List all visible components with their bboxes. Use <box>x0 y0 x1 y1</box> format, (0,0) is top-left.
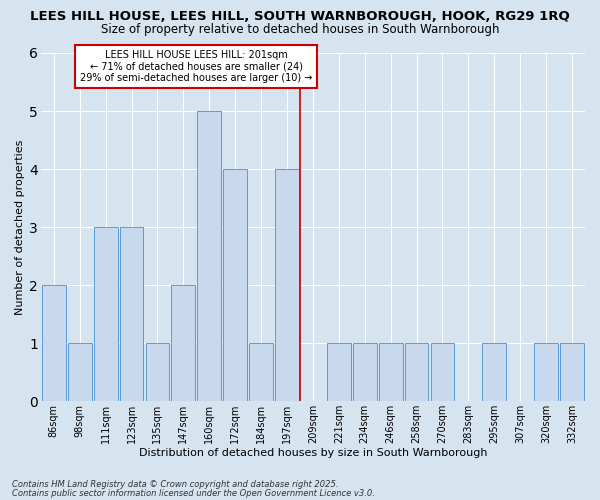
Bar <box>404 343 428 401</box>
Text: Contains public sector information licensed under the Open Government Licence v3: Contains public sector information licen… <box>12 489 375 498</box>
Bar <box>431 343 454 401</box>
Bar <box>560 343 584 401</box>
Bar <box>172 285 195 401</box>
Text: Contains HM Land Registry data © Crown copyright and database right 2025.: Contains HM Land Registry data © Crown c… <box>12 480 338 489</box>
Bar <box>353 343 377 401</box>
Bar <box>327 343 351 401</box>
Bar <box>146 343 169 401</box>
Bar <box>94 227 118 401</box>
X-axis label: Distribution of detached houses by size in South Warnborough: Distribution of detached houses by size … <box>139 448 487 458</box>
Text: Size of property relative to detached houses in South Warnborough: Size of property relative to detached ho… <box>101 22 499 36</box>
Text: LEES HILL HOUSE LEES HILL: 201sqm
← 71% of detached houses are smaller (24)
29% : LEES HILL HOUSE LEES HILL: 201sqm ← 71% … <box>80 50 313 84</box>
Bar <box>119 227 143 401</box>
Bar <box>379 343 403 401</box>
Bar <box>223 169 247 401</box>
Bar <box>482 343 506 401</box>
Y-axis label: Number of detached properties: Number of detached properties <box>15 140 25 315</box>
Text: LEES HILL HOUSE, LEES HILL, SOUTH WARNBOROUGH, HOOK, RG29 1RQ: LEES HILL HOUSE, LEES HILL, SOUTH WARNBO… <box>30 10 570 23</box>
Bar <box>197 111 221 401</box>
Bar <box>275 169 299 401</box>
Bar <box>68 343 92 401</box>
Bar <box>534 343 558 401</box>
Bar <box>249 343 273 401</box>
Bar <box>42 285 65 401</box>
